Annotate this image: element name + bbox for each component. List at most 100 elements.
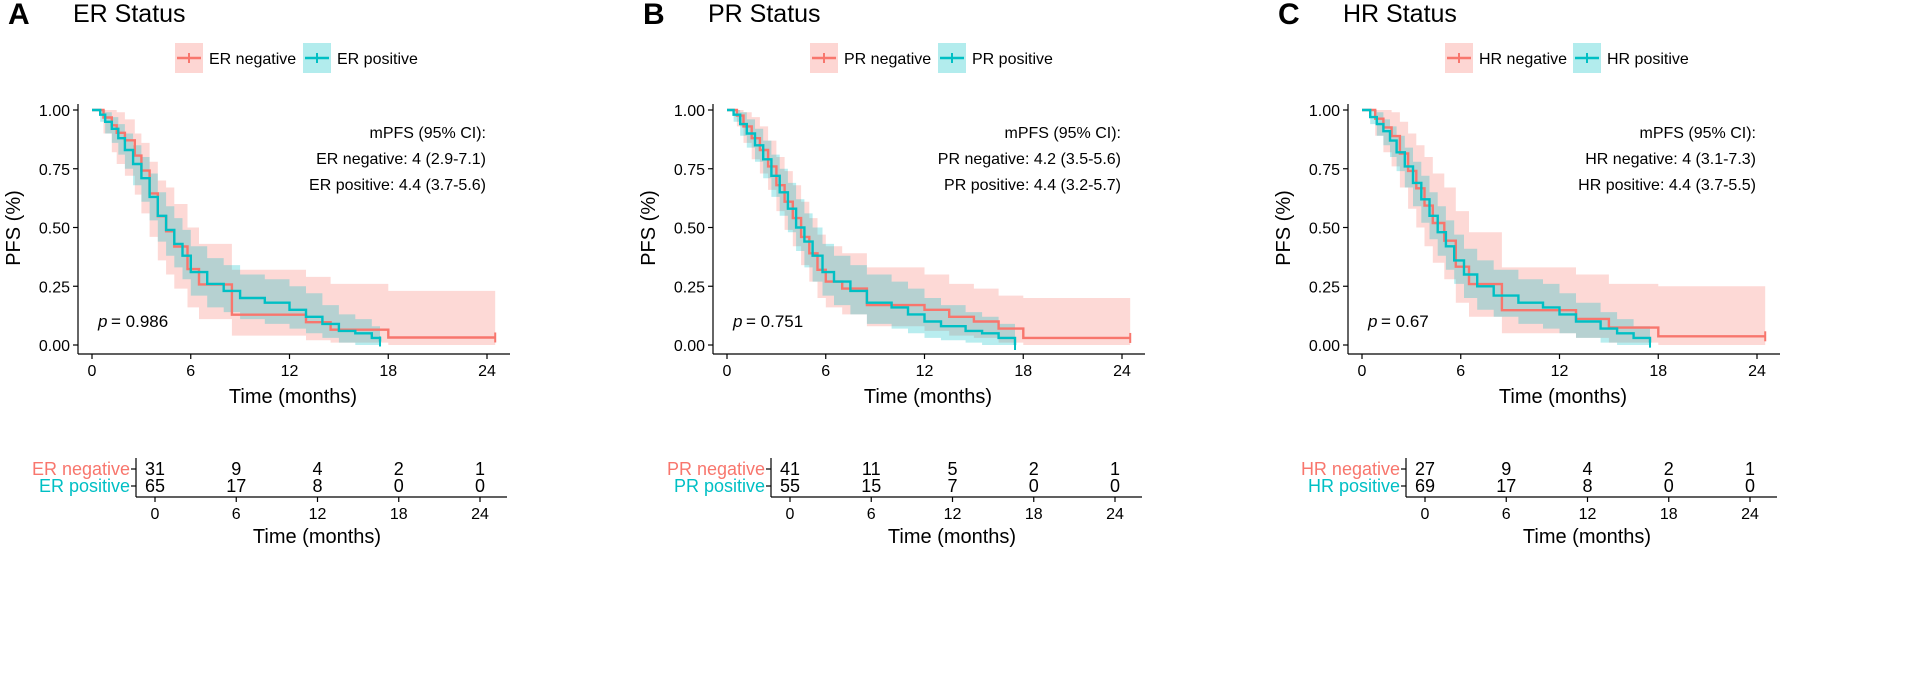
x-tick-label: 18 <box>1649 363 1667 380</box>
risk-count: 0 <box>394 476 404 496</box>
km-curve-negative <box>727 108 1131 340</box>
risk-count: 31 <box>145 459 165 479</box>
risk-count: 0 <box>1110 476 1120 496</box>
x-axis-label: Time (months) <box>229 386 357 408</box>
risk-count: 17 <box>226 476 246 496</box>
panel-letter: C <box>1278 0 1300 31</box>
risk-count: 1 <box>1110 459 1120 479</box>
mpfs-line: PR positive: 4.4 (3.2-5.7) <box>944 177 1121 194</box>
y-tick-label: 1.00 <box>1309 103 1340 120</box>
x-tick-label: 18 <box>379 363 397 380</box>
x-tick-label: 6 <box>1456 363 1465 380</box>
risk-count: 8 <box>312 476 322 496</box>
risk-count: 2 <box>1664 459 1674 479</box>
y-tick-label: 0.50 <box>674 221 705 238</box>
mpfs-title: mPFS (95% CI): <box>1005 125 1121 142</box>
risk-x-axis-label: Time (months) <box>1523 526 1651 548</box>
mpfs-title: mPFS (95% CI): <box>1640 125 1756 142</box>
x-axis-label: Time (months) <box>864 386 992 408</box>
legend-item-negative: ER negative <box>175 43 296 73</box>
pvalue-label: p <box>732 312 742 331</box>
x-tick-label: 18 <box>1014 363 1032 380</box>
x-axis-label: Time (months) <box>1499 386 1627 408</box>
x-tick-label: 12 <box>916 363 934 380</box>
y-tick-label: 0.75 <box>39 162 70 179</box>
risk-count: 9 <box>231 459 241 479</box>
ci-band-negative <box>92 110 496 345</box>
legend-item-positive: ER positive <box>303 43 418 73</box>
risk-count: 7 <box>947 476 957 496</box>
y-tick-label: 0.75 <box>674 162 705 179</box>
risk-count: 1 <box>475 459 485 479</box>
y-tick-label: 0.25 <box>674 279 705 296</box>
risk-x-tick-label: 6 <box>867 506 876 523</box>
y-tick-label: 0.75 <box>1309 162 1340 179</box>
risk-count: 0 <box>1745 476 1755 496</box>
mpfs-line: HR negative: 4 (3.1-7.3) <box>1585 151 1756 168</box>
x-tick-label: 6 <box>821 363 830 380</box>
risk-x-tick-label: 0 <box>151 506 160 523</box>
x-tick-label: 24 <box>478 363 496 380</box>
x-tick-label: 6 <box>186 363 195 380</box>
x-tick-label: 12 <box>281 363 299 380</box>
risk-x-tick-label: 12 <box>944 506 962 523</box>
risk-count: 0 <box>1029 476 1039 496</box>
risk-count: 0 <box>1664 476 1674 496</box>
risk-count: 9 <box>1501 459 1511 479</box>
risk-count: 0 <box>475 476 485 496</box>
risk-count: 41 <box>780 459 800 479</box>
risk-x-axis-label: Time (months) <box>253 526 381 548</box>
ci-band-negative <box>727 110 1131 345</box>
panel-title: ER Status <box>73 0 186 28</box>
y-tick-label: 0.50 <box>39 221 70 238</box>
risk-row-label: HR negative <box>1301 459 1400 479</box>
risk-count: 55 <box>780 476 800 496</box>
x-tick-label: 24 <box>1113 363 1131 380</box>
ci-band-negative <box>1362 110 1766 345</box>
y-tick-label: 1.00 <box>674 103 705 120</box>
legend-label: HR positive <box>1607 51 1689 68</box>
km-curve-positive <box>1362 108 1652 343</box>
mpfs-line: PR negative: 4.2 (3.5-5.6) <box>938 151 1121 168</box>
legend-item-positive: PR positive <box>938 43 1053 73</box>
x-tick-label: 0 <box>723 363 732 380</box>
risk-count: 2 <box>1029 459 1039 479</box>
panel-title: PR Status <box>708 0 821 28</box>
risk-x-tick-label: 12 <box>309 506 327 523</box>
risk-count: 4 <box>1582 459 1592 479</box>
mpfs-title: mPFS (95% CI): <box>370 125 486 142</box>
risk-row-label: PR positive <box>674 476 765 496</box>
risk-count: 1 <box>1745 459 1755 479</box>
risk-count: 4 <box>312 459 322 479</box>
y-tick-label: 0.00 <box>1309 338 1340 355</box>
risk-count: 8 <box>1582 476 1592 496</box>
x-tick-label: 0 <box>88 363 97 380</box>
mpfs-line: ER negative: 4 (2.9-7.1) <box>316 151 486 168</box>
x-tick-label: 0 <box>1358 363 1367 380</box>
y-axis-label: PFS (%) <box>1273 190 1295 266</box>
pvalue-text: = 0.67 <box>1381 312 1429 331</box>
panel-pr: B PR Status PR negative PR positive 0.00 0.25… <box>635 0 1270 669</box>
risk-x-tick-label: 6 <box>232 506 241 523</box>
risk-count: 17 <box>1496 476 1516 496</box>
panel-hr: C HR Status HR negative HR positive 0.00 0.25… <box>1270 0 1905 669</box>
y-tick-label: 0.25 <box>39 279 70 296</box>
legend-item-negative: HR negative <box>1445 43 1567 73</box>
risk-x-tick-label: 24 <box>1106 506 1124 523</box>
y-tick-label: 1.00 <box>39 103 70 120</box>
legend-label: HR negative <box>1479 51 1567 68</box>
risk-row-label: ER negative <box>32 459 130 479</box>
panel-er: A ER Status ER negative ER positive 0.00 0.25… <box>0 0 635 669</box>
y-axis-label: PFS (%) <box>638 190 660 266</box>
legend-item-negative: PR negative <box>810 43 931 73</box>
y-axis-label: PFS (%) <box>3 190 25 266</box>
risk-count: 11 <box>862 459 881 479</box>
risk-count: 5 <box>947 459 957 479</box>
pvalue-label: p <box>97 312 107 331</box>
km-curve-positive <box>92 108 382 342</box>
pvalue-text: = 0.751 <box>746 312 803 331</box>
legend-label: ER negative <box>209 51 296 68</box>
